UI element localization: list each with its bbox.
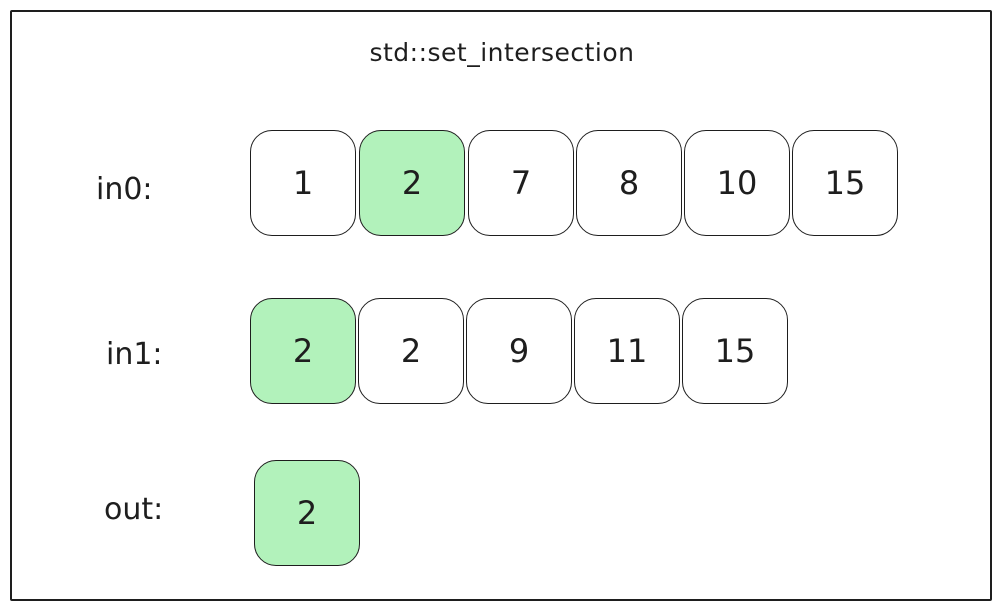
row-label-out: out:	[104, 492, 164, 527]
in0-cell-0: 1	[250, 130, 356, 236]
in1-cell-2: 9	[466, 298, 572, 404]
in0-cell-5: 15	[792, 130, 898, 236]
row-label-in1: in1:	[106, 337, 163, 372]
in1-cell-0: 2	[250, 298, 356, 404]
in0-cell-1: 2	[359, 130, 465, 236]
diagram-title: std::set_intersection	[369, 38, 635, 67]
diagram-frame	[10, 10, 992, 601]
in1-cell-4: 15	[682, 298, 788, 404]
in1-cell-3: 11	[574, 298, 680, 404]
out-cell-0: 2	[254, 460, 360, 566]
row-label-in0: in0:	[96, 172, 153, 207]
in0-cell-4: 10	[684, 130, 790, 236]
in0-cell-2: 7	[468, 130, 574, 236]
in1-cell-1: 2	[358, 298, 464, 404]
in0-cell-3: 8	[576, 130, 682, 236]
